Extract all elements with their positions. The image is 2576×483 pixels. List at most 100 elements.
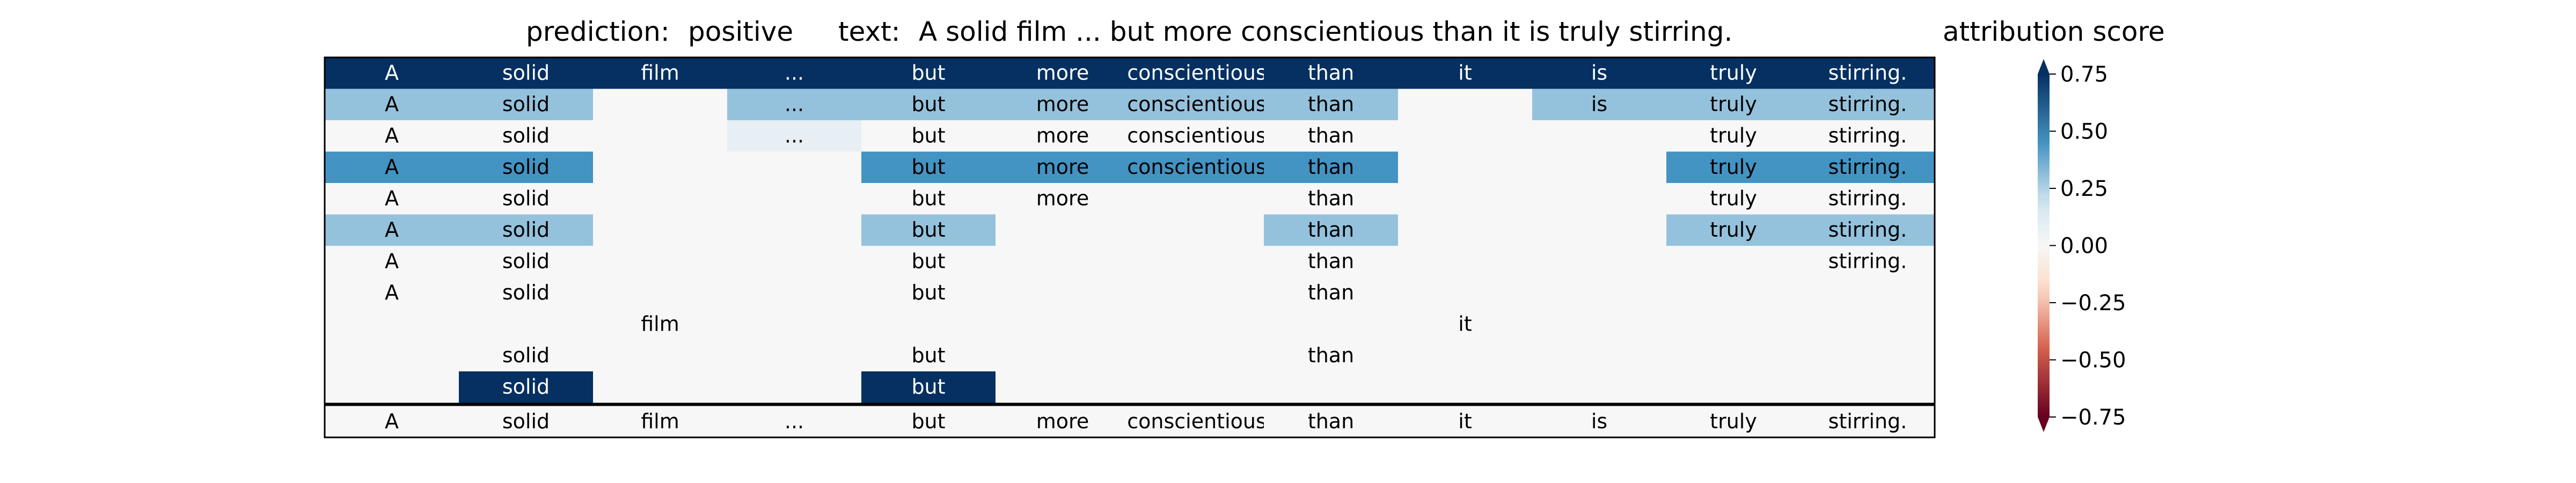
cell-token-label: than: [1308, 409, 1354, 433]
heatmap-cell: [1398, 277, 1533, 309]
colorbar-tick-label: −0.25: [2060, 291, 2126, 316]
cell-token-label: ...: [785, 61, 804, 84]
heatmap-cell: [996, 89, 1130, 121]
cell-token-label: film: [641, 61, 679, 84]
heatmap-cell: [1130, 277, 1264, 309]
heatmap-cell: [1666, 246, 1801, 277]
cell-token-label: than: [1308, 92, 1354, 116]
heatmap-cell: [459, 120, 594, 152]
heatmap-cell: [593, 214, 728, 246]
heatmap-cell: [459, 277, 594, 309]
cell-token-label: but: [911, 61, 945, 84]
heatmap-cell: [1398, 246, 1533, 277]
heatmap-cell: [1666, 340, 1801, 372]
cell-token-label: solid: [502, 409, 550, 433]
heatmap-cell: [1801, 340, 1935, 372]
cell-token-label: truly: [1710, 218, 1757, 241]
heatmap-cell: [325, 309, 459, 340]
heatmap-cell: [1532, 57, 1667, 89]
heatmap-cell: [459, 246, 594, 277]
heatmap-cell: [861, 309, 996, 340]
heatmap-cell: [861, 183, 996, 215]
heatmap-cell: [1801, 183, 1935, 215]
heatmap-cell: [593, 246, 728, 277]
heatmap-cell: [727, 57, 862, 89]
cell-token-label: more: [1036, 92, 1089, 116]
heatmap-cell: [1801, 371, 1935, 403]
cell-token-label: more: [1036, 123, 1089, 147]
cell-token-label: than: [1308, 249, 1354, 273]
heatmap-cell: [861, 120, 996, 152]
heatmap-cell: [727, 246, 862, 277]
heatmap-cell: [1264, 120, 1399, 152]
cell-token-label: truly: [1710, 123, 1757, 147]
cell-token-label: but: [911, 343, 945, 367]
cell-token-label: it: [1458, 61, 1472, 84]
heatmap-cell: [1264, 309, 1399, 340]
heatmap-cell: [1264, 183, 1399, 215]
cell-token-label: A: [385, 123, 399, 147]
heatmap-cell: [593, 120, 728, 152]
cell-token-label: than: [1308, 186, 1354, 210]
heatmap-cell: [1398, 57, 1533, 89]
heatmap-cell: [861, 340, 996, 372]
cell-token-label: more: [1036, 155, 1089, 179]
cell-token-label: more: [1036, 61, 1089, 84]
cell-token-label: solid: [502, 155, 550, 179]
cell-token-label: than: [1308, 61, 1354, 84]
colorbar-extend-max: [2038, 59, 2050, 74]
cell-token-label: stirring.: [1828, 155, 1907, 179]
colorbar-tick-label: −0.50: [2060, 348, 2126, 373]
heatmap-cell: [593, 309, 728, 340]
heatmap-cell: [996, 246, 1130, 277]
cell-token-label: stirring.: [1828, 186, 1907, 210]
heatmap-cell: [325, 406, 459, 438]
heatmap-cell: [1264, 371, 1399, 403]
cell-token-label: than: [1308, 218, 1354, 241]
heatmap-cell: [1666, 89, 1801, 121]
heatmap-cell: [1666, 183, 1801, 215]
cell-token-label: solid: [502, 218, 550, 241]
heatmap-cell: [1398, 214, 1533, 246]
heatmap-cell: [1130, 151, 1264, 184]
heatmap-cell: [727, 214, 862, 246]
heatmap-cell: [996, 120, 1130, 152]
cell-token-label: is: [1591, 409, 1607, 433]
heatmap-cell: [593, 89, 728, 121]
cell-token-label: truly: [1710, 61, 1757, 84]
heatmap-cell: [593, 277, 728, 309]
cell-token-label: A: [385, 249, 399, 273]
cell-token-label: solid: [502, 249, 550, 273]
cell-token-label: film: [641, 409, 679, 433]
heatmap-cell: [1801, 309, 1935, 340]
heatmap-cell: [861, 277, 996, 309]
cell-token-label: truly: [1710, 186, 1757, 210]
heatmap-cell: [1532, 309, 1667, 340]
cell-token-label: than: [1308, 123, 1354, 147]
cell-token-label: conscientious: [1127, 61, 1267, 84]
cell-token-label: conscientious: [1127, 409, 1267, 433]
heatmap-cell: [325, 340, 459, 372]
cell-token-label: A: [385, 61, 399, 84]
heatmap-cell: [1130, 309, 1264, 340]
heatmap-cell: [459, 371, 594, 403]
heatmap-cell: [325, 120, 459, 152]
heatmap-cell: [1801, 214, 1935, 246]
heatmap-cell: [459, 89, 594, 121]
heatmap-cell: [727, 89, 862, 121]
heatmap-cell: [996, 183, 1130, 215]
heatmap-cell: [1666, 151, 1801, 184]
colorbar-tick-label: 0.00: [2060, 234, 2108, 259]
heatmap-cell: [593, 57, 728, 89]
cell-token-label: conscientious: [1127, 123, 1267, 147]
heatmap-cell: [727, 120, 862, 152]
heatmap-cell: [1801, 151, 1935, 184]
heatmap-cell: [1398, 89, 1533, 121]
prediction-value: positive: [688, 16, 794, 47]
cell-token-label: but: [911, 375, 945, 398]
heatmap-cell: [459, 214, 594, 246]
cell-token-label: than: [1308, 155, 1354, 179]
heatmap-cell: [1264, 340, 1399, 372]
cell-token-label: but: [911, 92, 945, 116]
